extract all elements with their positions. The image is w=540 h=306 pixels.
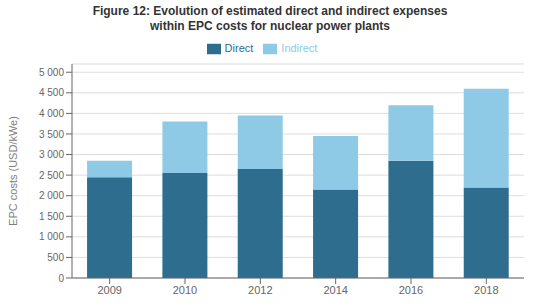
svg-text:2 500: 2 500 [39, 170, 64, 181]
svg-text:5 000: 5 000 [39, 67, 64, 78]
svg-text:0: 0 [58, 273, 64, 284]
html-text:Figure 12: Evolution of estima: Figure 12: Evolution of estimated direct… [92, 4, 448, 18]
svg-text:1 500: 1 500 [39, 211, 64, 222]
svg-text:2018: 2018 [474, 284, 498, 296]
svg-text:2014: 2014 [323, 284, 347, 296]
svg-text:3 500: 3 500 [39, 129, 64, 140]
svg-text:2009: 2009 [97, 284, 121, 296]
svg-text:4 000: 4 000 [39, 108, 64, 119]
html-text:Direct: Direct [224, 42, 254, 54]
html-text:Indirect: Indirect [281, 42, 318, 54]
svg-text:2010: 2010 [173, 284, 197, 296]
html-text:within EPC costs for nuclear p: within EPC costs for nuclear power plant… [150, 19, 390, 33]
svg-text:1 000: 1 000 [39, 231, 64, 242]
svg-text:2016: 2016 [399, 284, 423, 296]
svg-text:500: 500 [47, 252, 64, 263]
svg-text:3 000: 3 000 [39, 149, 64, 160]
svg-text:4 500: 4 500 [39, 87, 64, 98]
svg-text:EPC costs (USD/kWe): EPC costs (USD/kWe) [8, 116, 19, 226]
svg-text:2012: 2012 [248, 284, 272, 296]
svg-text:2 000: 2 000 [39, 190, 64, 201]
